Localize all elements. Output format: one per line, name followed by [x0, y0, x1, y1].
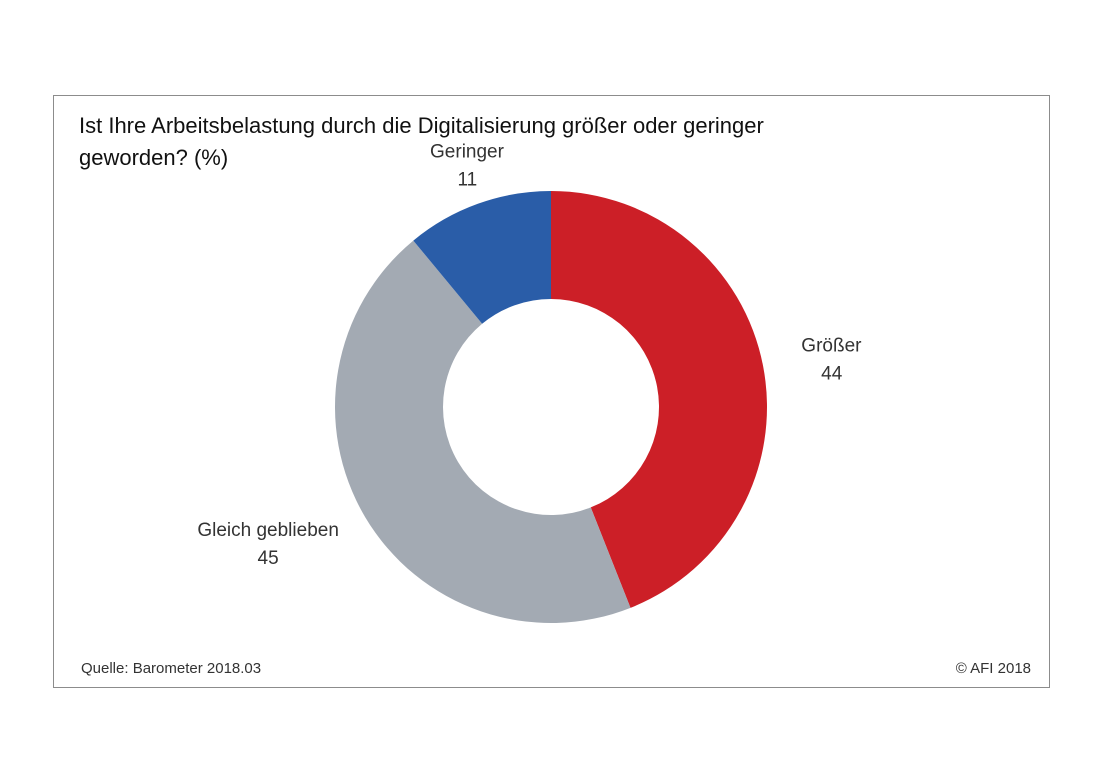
slice-category-label: Größer — [801, 335, 862, 356]
slice-größer — [551, 191, 767, 608]
slice-value-label: 11 — [457, 170, 477, 191]
chart-title: Ist Ihre Arbeitsbelastung durch die Digi… — [79, 113, 764, 170]
slice-category-label: Gleich geblieben — [197, 520, 339, 541]
chart-frame: Ist Ihre Arbeitsbelastung durch die Digi… — [53, 95, 1050, 688]
donut-chart: Größer 44 Gleich geblieben 45 Geringer 11 — [197, 142, 862, 623]
slice-gleich-geblieben — [334, 240, 631, 623]
copyright-note: © AFI 2018 — [955, 660, 1031, 677]
slice-value-label: 44 — [821, 363, 843, 384]
slice-geringer — [413, 191, 551, 324]
slice-category-label: Geringer — [430, 142, 505, 163]
slice-value-label: 45 — [258, 548, 279, 569]
source-note: Quelle: Barometer 2018.03 — [81, 660, 262, 677]
